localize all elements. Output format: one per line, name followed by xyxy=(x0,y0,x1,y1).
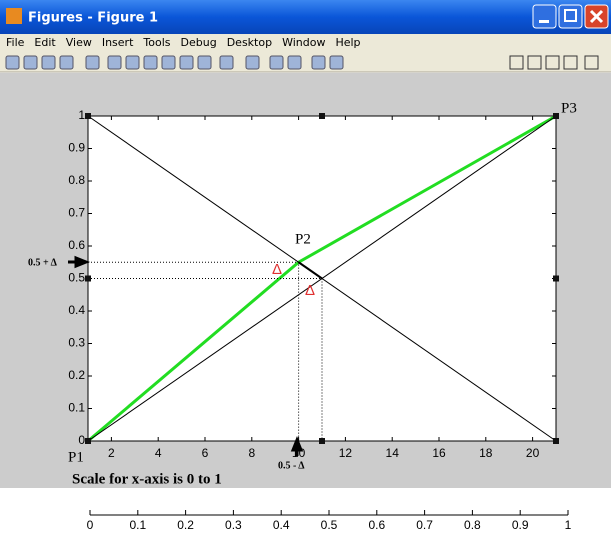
guide-line xyxy=(88,261,300,441)
scale-title: Scale for x-axis is 0 to 1 xyxy=(72,471,222,487)
arrow xyxy=(68,255,91,269)
y-tick-label: 0.4 xyxy=(68,303,85,317)
selection-handle xyxy=(319,438,325,444)
toolbar-button[interactable] xyxy=(269,55,284,70)
annotation: Δ xyxy=(272,261,282,278)
annotation: 0.5 - Δ xyxy=(278,460,305,471)
selection-handle xyxy=(553,275,559,282)
y-tick-label: 0.3 xyxy=(68,336,85,350)
selection-handle xyxy=(85,275,91,282)
y-tick-label: 0.9 xyxy=(68,141,85,155)
window-title: Figures - Figure 1 xyxy=(28,11,158,26)
x-tick-label: 14 xyxy=(386,446,400,460)
menu-item[interactable]: Insert xyxy=(102,36,134,49)
toolbar-button[interactable] xyxy=(125,55,140,70)
y-tick-label: 0.7 xyxy=(68,206,85,220)
guide-line xyxy=(88,278,323,441)
toolbar-button[interactable] xyxy=(245,55,260,70)
toolbar-button[interactable] xyxy=(5,55,20,70)
toolbar-button[interactable] xyxy=(41,55,56,70)
x-tick-label: 0.2 xyxy=(177,518,194,532)
x-tick-label: 0.6 xyxy=(368,518,385,532)
toolbar-button[interactable] xyxy=(563,55,578,70)
selection-handle xyxy=(553,438,559,444)
x-tick-label: 0.9 xyxy=(512,518,529,532)
toolbar-button[interactable] xyxy=(545,55,560,70)
toolbar-button[interactable] xyxy=(329,55,344,70)
x-tick-label: 12 xyxy=(339,446,353,460)
menu-bar: File Edit View Insert Tools Debug Desktop Windo… xyxy=(6,36,361,49)
toolbar-button[interactable] xyxy=(527,55,542,70)
x-tick-label: 6 xyxy=(202,446,209,460)
x-tick-label: 0.4 xyxy=(273,518,290,532)
x-tick-label: 0.3 xyxy=(225,518,242,532)
menu-item[interactable]: Tools xyxy=(142,36,170,49)
plot: 00.10.20.30.40.50.60.70.80.912 4 6 8 10 12 14 1… xyxy=(28,100,577,532)
toolbar-button[interactable] xyxy=(179,55,194,70)
x-tick-label: 18 xyxy=(479,446,493,460)
y-tick-label: 0.1 xyxy=(68,401,85,415)
x-tick-label: 1 xyxy=(565,518,572,532)
arrow xyxy=(290,435,304,456)
toolbar xyxy=(5,55,599,70)
toolbar-button[interactable] xyxy=(287,55,302,70)
selection-handle xyxy=(553,113,559,119)
toolbar-button[interactable] xyxy=(509,55,524,70)
y-tick-label: 0 xyxy=(78,433,85,447)
minimize-icon xyxy=(539,20,549,23)
selection-handle xyxy=(319,113,325,119)
menu-item[interactable]: Debug xyxy=(181,36,217,49)
annotation: P3 xyxy=(561,100,577,116)
menu-toolbar-area xyxy=(0,34,611,72)
y-tick-label: 0.5 xyxy=(68,271,85,285)
x-tick-label: 16 xyxy=(432,446,446,460)
toolbar-button[interactable] xyxy=(59,55,74,70)
minimize-button[interactable] xyxy=(532,4,557,29)
menu-item[interactable]: View xyxy=(66,36,92,49)
y-tick-label: 0.6 xyxy=(68,238,85,252)
toolbar-button[interactable] xyxy=(143,55,158,70)
menu-item[interactable]: Window xyxy=(282,36,325,49)
toolbar-button[interactable] xyxy=(107,55,122,70)
x-tick-label: 2 xyxy=(108,446,115,460)
menu-item[interactable]: File xyxy=(6,36,25,49)
menu-item[interactable]: Help xyxy=(335,36,360,49)
annotation: 0.5 + Δ xyxy=(28,257,58,268)
x-tick-label: 0.7 xyxy=(416,518,433,532)
maximize-button[interactable] xyxy=(558,4,583,29)
app-icon xyxy=(6,8,22,24)
toolbar-button[interactable] xyxy=(197,55,212,70)
toolbar-button[interactable] xyxy=(161,55,176,70)
x-tick-label: 4 xyxy=(155,446,162,460)
x-tick-label: 0.1 xyxy=(129,518,146,532)
title-bar xyxy=(0,0,611,34)
selection-handle xyxy=(85,113,91,119)
x-tick-label: 20 xyxy=(526,446,540,460)
annotation: Δ xyxy=(305,282,315,299)
toolbar-button[interactable] xyxy=(219,55,234,70)
close-icon xyxy=(589,9,604,24)
selection-handle xyxy=(85,438,91,444)
y-tick-label: 0.8 xyxy=(68,173,85,187)
line xyxy=(298,261,323,280)
menu-item[interactable]: Desktop xyxy=(227,36,272,49)
x-tick-label: 0.8 xyxy=(464,518,481,532)
menu-item[interactable]: Edit xyxy=(34,36,56,49)
annotation: P2 xyxy=(295,231,311,247)
annotation: P1 xyxy=(68,449,84,465)
y-tick-label: 0.2 xyxy=(68,368,85,382)
x-tick-label: 0 xyxy=(87,518,94,532)
maximize-icon xyxy=(564,9,577,22)
x-tick-label: 8 xyxy=(248,446,255,460)
y-tick-label: 1 xyxy=(78,108,85,122)
toolbar-button[interactable] xyxy=(23,55,38,70)
x-tick-label: 0.5 xyxy=(321,518,338,532)
toolbar-button[interactable] xyxy=(85,55,100,70)
toolbar-button[interactable] xyxy=(311,55,326,70)
toolbar-button[interactable] xyxy=(584,55,599,70)
